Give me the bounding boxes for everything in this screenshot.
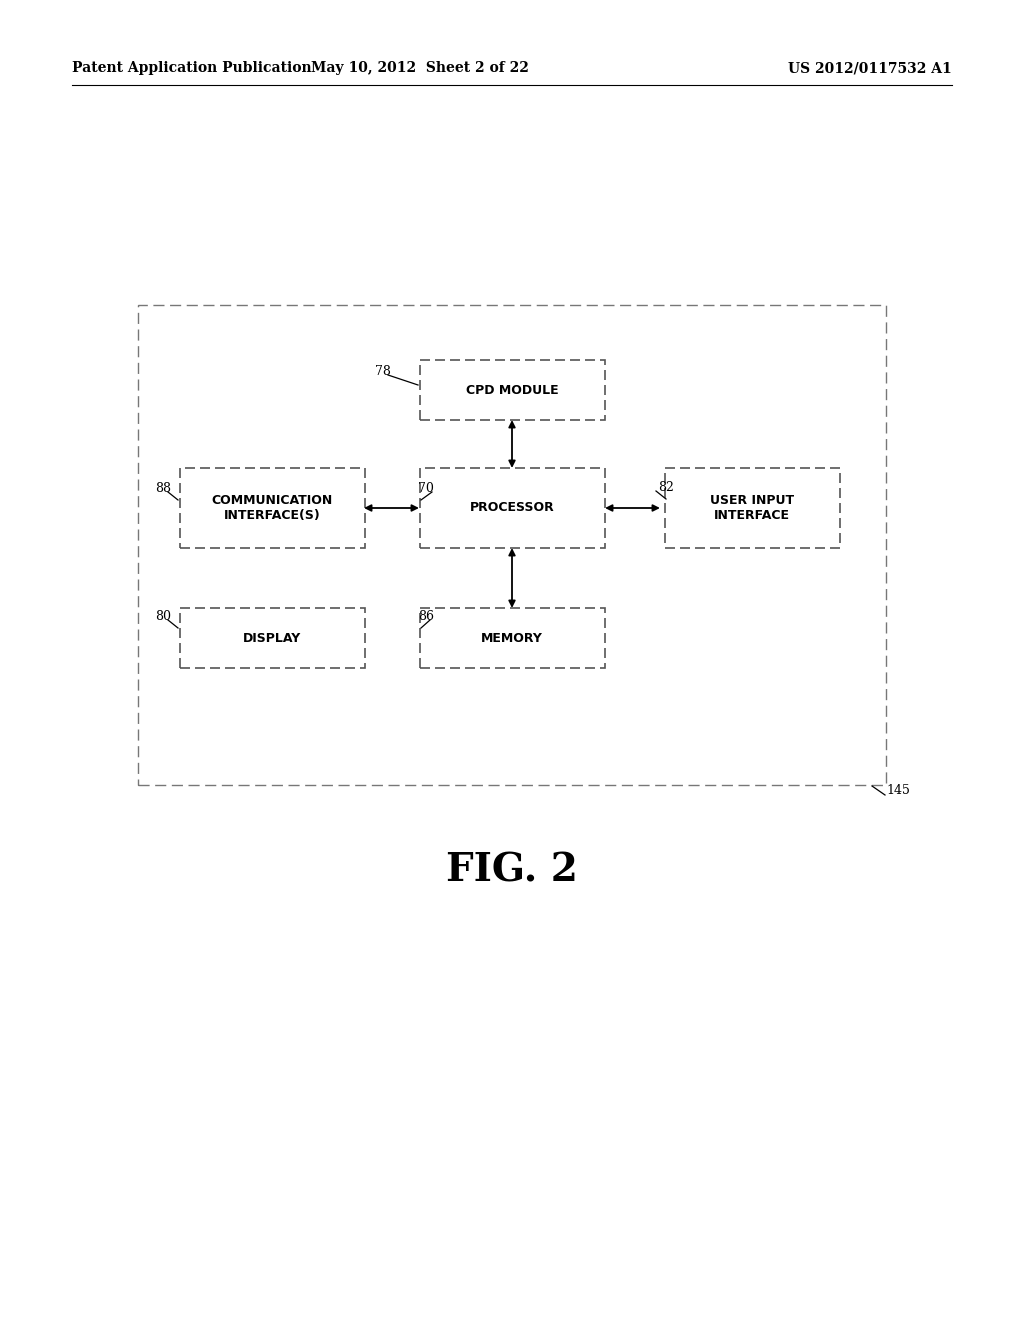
Bar [420,469,605,548]
Text: MEMORY: MEMORY [481,631,543,644]
Bar [665,469,840,548]
Text: 70: 70 [418,483,434,495]
Text: FIG. 2: FIG. 2 [446,851,578,888]
Text: COMMUNICATION
INTERFACE(S): COMMUNICATION INTERFACE(S) [211,494,333,521]
Text: 82: 82 [658,482,674,495]
Bar [138,305,886,785]
Text: 88: 88 [155,483,171,495]
Text: 78: 78 [375,366,391,379]
Bar [180,469,365,548]
Text: CPD MODULE: CPD MODULE [466,384,558,396]
Text: PROCESSOR: PROCESSOR [470,502,554,515]
Text: US 2012/0117532 A1: US 2012/0117532 A1 [788,61,952,75]
Text: May 10, 2012  Sheet 2 of 22: May 10, 2012 Sheet 2 of 22 [311,61,529,75]
Bar [180,609,365,668]
Bar [420,609,605,668]
Text: 80: 80 [155,610,171,623]
Bar [420,360,605,420]
Text: 86: 86 [418,610,434,623]
Text: USER INPUT
INTERFACE: USER INPUT INTERFACE [710,494,794,521]
Text: DISPLAY: DISPLAY [243,631,301,644]
Text: Patent Application Publication: Patent Application Publication [72,61,311,75]
Text: 145: 145 [886,784,910,797]
